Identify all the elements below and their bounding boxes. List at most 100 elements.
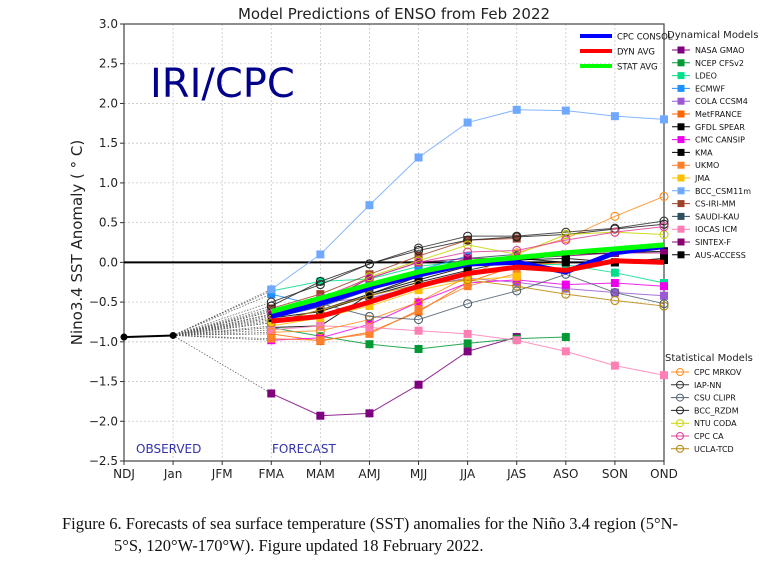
x-tick-label: SON	[602, 467, 628, 481]
dyn-sintex-f-point	[463, 254, 472, 263]
stat-ntu-coda-point	[561, 230, 571, 240]
dyn-cs-iri-mm-point	[267, 304, 276, 313]
dyn-cmc-cansip-point	[660, 282, 668, 291]
stat-csu-clipr-point	[413, 315, 424, 325]
dyn-ecmwf-point	[267, 290, 276, 299]
dyn-nasa-gmao-point	[414, 380, 423, 389]
legend-label: ECMWF	[695, 84, 725, 93]
y-tick-label: 1.0	[99, 176, 118, 190]
y-tick-label: 1.5	[99, 136, 118, 150]
legend-marker-square	[677, 225, 685, 233]
stat-iap-nn-point	[315, 280, 325, 290]
legend-label: NASA GMAO	[695, 46, 744, 55]
dyn-ldeo-point	[610, 268, 619, 277]
dyn-nasa-gmao-line	[271, 336, 517, 417]
legend-label: UKMO	[695, 161, 719, 170]
stat-cpc-ca-point	[561, 235, 571, 245]
dyn-bcc-csm11m-point	[512, 105, 521, 114]
legend-marker-square	[677, 123, 685, 131]
stat-bcc-rzdm-point	[413, 245, 424, 255]
caption-line-2: 5°S, 120°W-170°W). Figure updated 18 Feb…	[114, 536, 484, 555]
x-tick-label: JAS	[506, 467, 526, 481]
x-tick-label: NDJ	[113, 467, 135, 481]
stat-ucla-tcd-point	[512, 281, 522, 291]
stat-csu-clipr-point	[364, 311, 375, 321]
figure-caption: Figure 6. Forecasts of sea surface tempe…	[62, 513, 762, 557]
dyn-iocas-icm-point	[365, 323, 374, 332]
dyn-ncep-cfsv2-point	[463, 339, 472, 348]
x-tick-label: MJJ	[410, 467, 427, 481]
dyn-nasa-gmao-point	[316, 411, 325, 420]
legend-label: CPC CONSOL	[617, 33, 673, 43]
legend: CPC CONSOL DYN AVG STAT AVG Dynamical Model…	[580, 30, 758, 454]
dyn-ukmo-point	[267, 334, 276, 343]
legend-marker-square	[677, 161, 685, 169]
y-tick-label: 2.0	[99, 96, 118, 110]
summary-dyn-avg	[271, 258, 665, 324]
legend-label: CPC MRKOV	[694, 368, 742, 377]
dyn-aus-access-point	[463, 266, 472, 275]
stat-csu-clipr-point	[463, 299, 473, 309]
legend-label: JMA	[694, 174, 710, 183]
legend-marker-square	[677, 97, 685, 105]
connector-line	[173, 335, 272, 339]
connector-line	[173, 329, 272, 336]
stat-ucla-tcd-line	[271, 279, 665, 324]
legend-marker-circle	[676, 432, 684, 440]
legend-marker-circle	[676, 406, 684, 415]
legend-statistical-title: Statistical Models	[665, 353, 753, 364]
dyn-cs-iri-mm-point	[512, 234, 521, 243]
dyn-jma-point	[365, 302, 374, 311]
legend-label: COLA CCSM4	[695, 97, 748, 106]
stat-bcc-rzdm-point	[463, 235, 473, 245]
dyn-aus-access-point	[561, 254, 570, 263]
legend-marker-circle	[676, 393, 684, 402]
stat-bcc-rzdm-point	[364, 259, 375, 269]
dyn-bcc-csm11m-point	[267, 285, 276, 294]
dyn-ukmo-point	[316, 336, 325, 345]
summary-stat-avg	[270, 242, 665, 315]
dyn-cmc-cansip-point	[610, 279, 619, 288]
dyn-cs-iri-mm-point	[414, 252, 423, 261]
legend-label: KMA	[695, 148, 713, 157]
x-tick-label: JJA	[459, 467, 476, 481]
legend-label: CSU CLIPR	[694, 394, 736, 403]
connector-line	[173, 311, 272, 336]
connector-line	[172, 305, 272, 336]
legend-marker-square	[677, 251, 685, 259]
dyn-aus-access-point	[660, 254, 668, 263]
plot-frame	[123, 23, 665, 462]
dyn-ukmo-point	[463, 282, 472, 291]
legend-marker-square	[677, 136, 685, 144]
legend-marker-square	[677, 110, 685, 118]
stat-cpc-ca-point	[659, 222, 669, 232]
legend-marker-square	[677, 200, 685, 208]
stat-bcc-rzdm-point	[512, 232, 522, 242]
connector-line	[173, 309, 272, 336]
legend-label: NCEP CFSv2	[695, 59, 744, 68]
legend-marker-circle	[676, 368, 684, 376]
dyn-bcc-csm11m-point	[561, 106, 570, 115]
stat-ntu-coda-point	[463, 240, 473, 250]
dyn-bcc-csm11m-point	[414, 153, 423, 162]
y-axis-label: Nino3.4 SST Anomaly ( ° C)	[68, 140, 86, 345]
legend-marker-square	[677, 59, 685, 67]
series	[120, 105, 669, 420]
dyn-aus-access-point	[316, 307, 325, 316]
dyn-iocas-icm-point	[660, 371, 668, 380]
dyn-bcc-csm11m-point	[660, 115, 668, 124]
dyn-iocas-icm-point	[267, 325, 276, 334]
legend-dynamical-title: Dynamical Models	[667, 30, 758, 41]
legend-label: AUS-ACCESS	[695, 251, 746, 260]
stat-bcc-rzdm-point	[610, 224, 620, 234]
dyn-aus-access-point	[414, 278, 423, 287]
enso-chart: 3.0 2.5 2.0 1.5 1.0 0.5 0.0 −0.5 −1.0 −1.5 −2.0 −2.…	[68, 5, 758, 481]
y-tick-label: 0.5	[99, 216, 118, 230]
dyn-nasa-gmao-point	[463, 347, 472, 356]
connector-line	[172, 308, 272, 336]
observed-label: OBSERVED	[136, 442, 201, 456]
y-tick-label: 2.5	[99, 57, 118, 71]
stat-ucla-tcd-point	[561, 289, 571, 299]
connector-line	[173, 331, 272, 336]
y-tick-label: −2.0	[89, 414, 118, 428]
